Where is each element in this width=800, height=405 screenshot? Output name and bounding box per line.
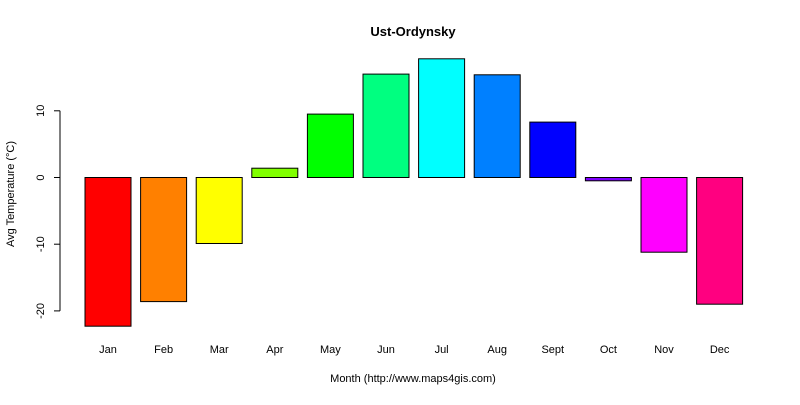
x-tick-labels: Jan Feb Mar Apr May Jun Jul Aug Sept Oct Nov Dec bbox=[99, 344, 730, 356]
bar-nov bbox=[640, 177, 688, 253]
y-tick-label--10: -10 bbox=[35, 236, 47, 252]
y-axis-label: Avg Temperature (°C) bbox=[5, 141, 17, 247]
x-tick-label-feb: Feb bbox=[154, 344, 173, 356]
bar-sept bbox=[529, 121, 577, 178]
x-tick-label-aug: Aug bbox=[487, 344, 507, 356]
bar-jun bbox=[362, 73, 410, 178]
bar-may bbox=[306, 113, 354, 178]
x-tick-label-apr: Apr bbox=[266, 344, 283, 356]
x-tick-label-jun: Jun bbox=[377, 344, 395, 356]
x-tick-label-jan: Jan bbox=[99, 344, 117, 356]
bars-group bbox=[84, 58, 744, 327]
bar-aug bbox=[473, 74, 521, 178]
bar-mar bbox=[195, 177, 243, 244]
bar-apr bbox=[251, 167, 299, 178]
x-tick-label-may: May bbox=[320, 344, 341, 356]
x-axis-label: Month (http://www.maps4gis.com) bbox=[330, 373, 496, 385]
x-tick-label-sept: Sept bbox=[541, 344, 564, 356]
y-axis: -20 -10 0 10 bbox=[35, 105, 61, 319]
x-tick-label-nov: Nov bbox=[654, 344, 674, 356]
bar-jul bbox=[418, 58, 466, 178]
bar-jan bbox=[84, 177, 132, 327]
y-tick-label--20: -20 bbox=[35, 303, 47, 319]
bar-dec bbox=[696, 177, 744, 305]
x-tick-label-jul: Jul bbox=[435, 344, 449, 356]
x-tick-label-oct: Oct bbox=[600, 344, 617, 356]
y-tick-label-0: 0 bbox=[35, 174, 47, 180]
x-tick-label-dec: Dec bbox=[710, 344, 730, 356]
bar-feb bbox=[140, 177, 188, 303]
chart-title: Ust-Ordynsky bbox=[370, 24, 456, 39]
y-tick-label-10: 10 bbox=[35, 105, 47, 117]
bar-oct bbox=[584, 177, 632, 182]
x-tick-label-mar: Mar bbox=[210, 344, 229, 356]
